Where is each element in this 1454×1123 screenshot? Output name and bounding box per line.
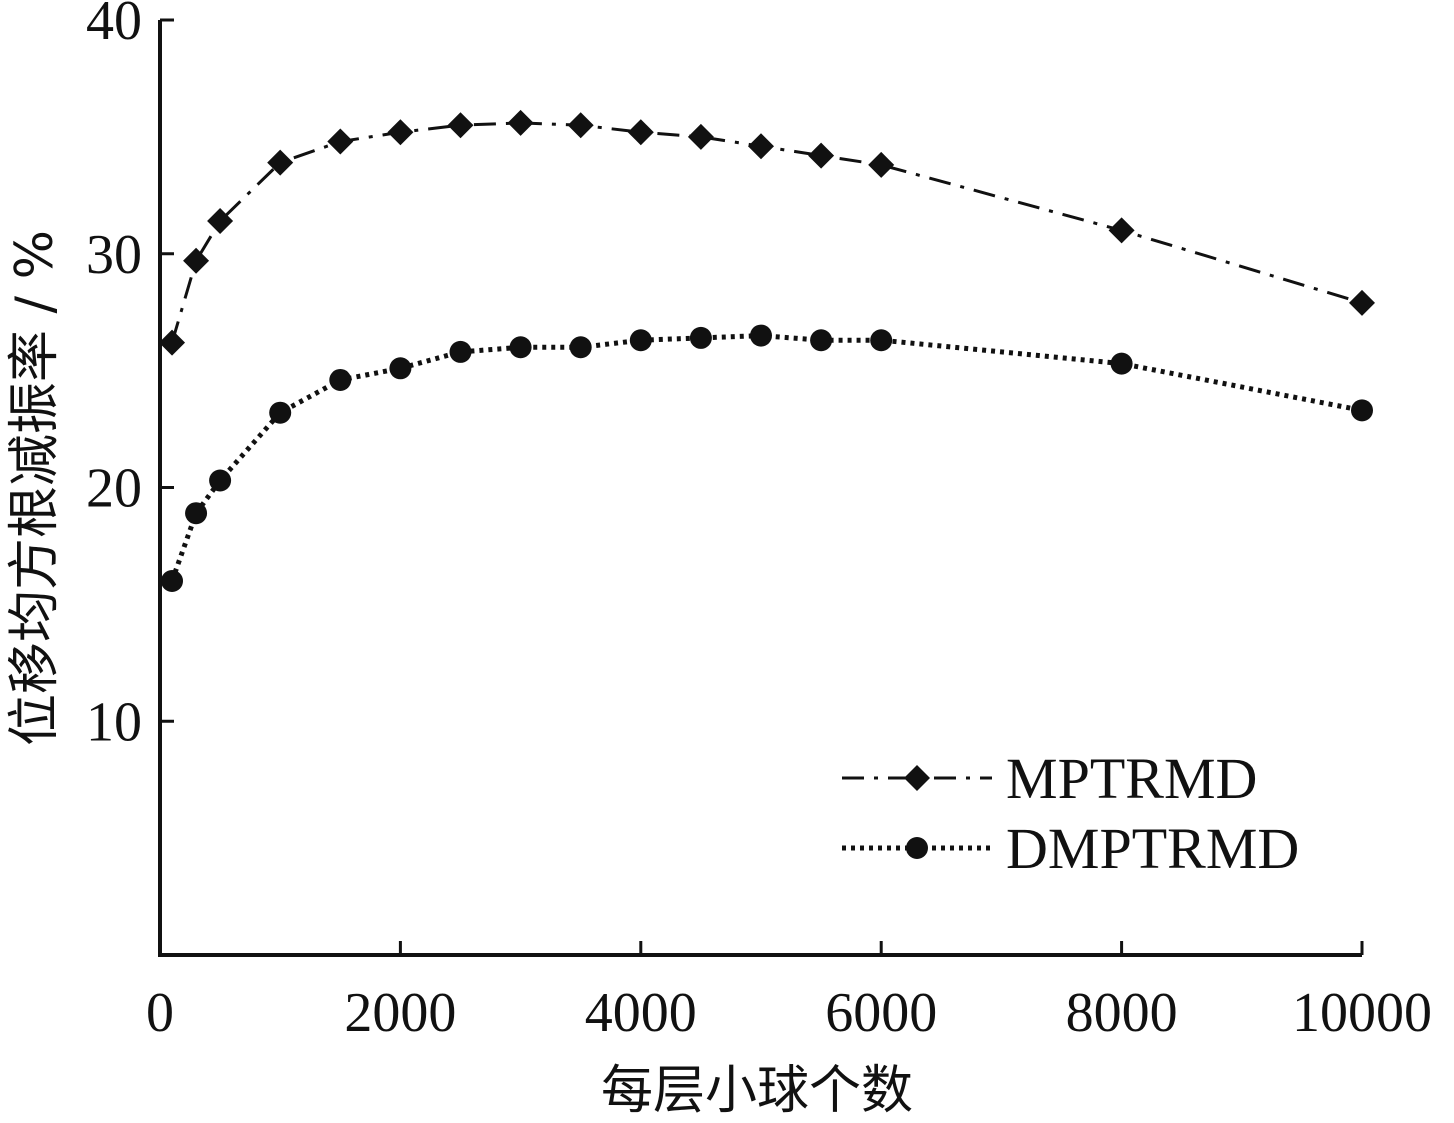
diamond-marker xyxy=(267,149,294,176)
plot-area xyxy=(159,109,1375,592)
x-tick-label: 6000 xyxy=(825,982,937,1044)
diamond-marker xyxy=(808,142,835,169)
diamond-marker xyxy=(207,208,234,235)
diamond-marker xyxy=(1108,217,1135,244)
circle-marker xyxy=(629,329,652,352)
x-axis-title: 每层小球个数 xyxy=(601,1061,913,1121)
diamond-marker xyxy=(904,765,930,791)
x-tick-label: 4000 xyxy=(585,982,697,1044)
x-tick-label: 8000 xyxy=(1066,982,1178,1044)
diamond-marker xyxy=(387,119,414,146)
y-tick-label: 40 xyxy=(86,0,142,52)
y-tick-label: 30 xyxy=(86,224,142,286)
axis-frame xyxy=(158,20,1362,957)
axes: 10 20 30 40 0 2000 4000 6000 8000 10000 xyxy=(86,0,1432,1044)
diamond-marker xyxy=(159,329,186,356)
circle-marker xyxy=(1351,399,1373,422)
y-axis-title: 位移均方根减振率 / % xyxy=(5,230,65,746)
diamond-marker xyxy=(327,128,354,155)
x-tick-label: 10000 xyxy=(1292,982,1432,1044)
legend-label-mptrmd: MPTRMD xyxy=(1006,746,1257,811)
diamond-marker xyxy=(183,247,210,274)
circle-marker xyxy=(509,336,532,359)
series-line xyxy=(169,333,1363,582)
circle-marker xyxy=(161,570,184,592)
diamond-marker xyxy=(627,119,654,146)
diamond-marker xyxy=(447,112,474,139)
diamond-marker xyxy=(507,109,534,136)
diamond-marker xyxy=(687,123,714,150)
diamond-marker xyxy=(748,133,774,160)
circle-marker xyxy=(689,326,712,349)
circle-marker xyxy=(209,469,232,492)
circle-marker xyxy=(329,368,352,391)
diamond-marker xyxy=(1349,289,1375,316)
legend-label-dmptrmd: DMPTRMD xyxy=(1006,816,1299,881)
circle-marker xyxy=(870,329,893,352)
y-tick-label: 20 xyxy=(86,458,142,520)
x-tick-label: 2000 xyxy=(344,982,456,1044)
x-tick-label: 0 xyxy=(146,982,174,1044)
diamond-marker xyxy=(567,112,594,139)
circle-marker xyxy=(906,837,928,859)
circle-marker xyxy=(1110,352,1133,375)
circle-marker xyxy=(269,401,292,424)
circle-marker xyxy=(389,357,412,380)
series-mptrmd xyxy=(159,109,1375,356)
series-dmptrmd xyxy=(161,324,1373,592)
circle-marker xyxy=(569,336,592,359)
circle-marker xyxy=(185,502,208,525)
circle-marker xyxy=(750,324,772,347)
circle-marker xyxy=(810,329,833,352)
y-tick-label: 10 xyxy=(86,691,142,753)
circle-marker xyxy=(449,340,472,363)
series-line xyxy=(170,121,1363,344)
diamond-marker xyxy=(868,151,895,178)
